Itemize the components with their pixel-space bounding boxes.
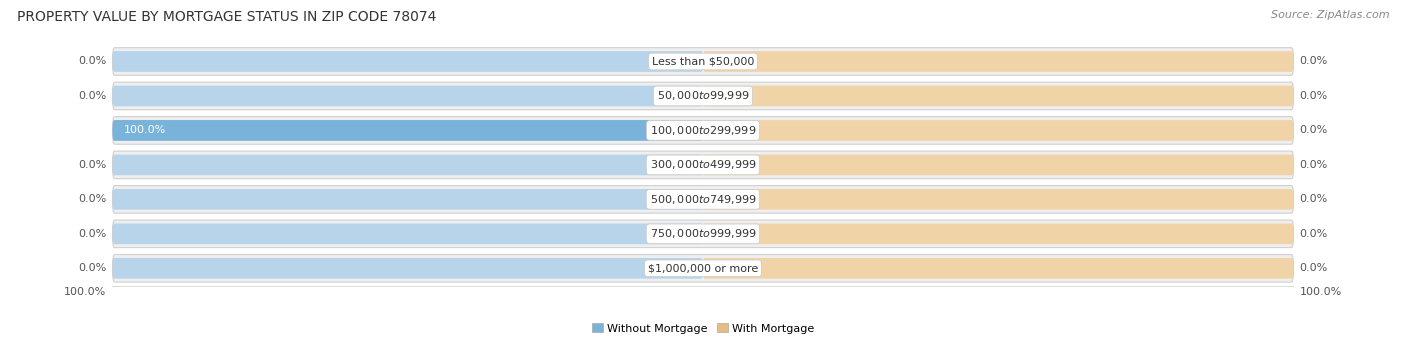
Text: $750,000 to $999,999: $750,000 to $999,999 xyxy=(650,227,756,240)
Text: 100.0%: 100.0% xyxy=(124,125,166,135)
FancyBboxPatch shape xyxy=(703,51,1294,72)
FancyBboxPatch shape xyxy=(703,258,1294,279)
Text: 0.0%: 0.0% xyxy=(1299,194,1327,204)
Text: Source: ZipAtlas.com: Source: ZipAtlas.com xyxy=(1271,10,1389,20)
FancyBboxPatch shape xyxy=(703,223,1294,244)
FancyBboxPatch shape xyxy=(112,48,1294,75)
FancyBboxPatch shape xyxy=(703,155,1294,175)
Text: $100,000 to $299,999: $100,000 to $299,999 xyxy=(650,124,756,137)
FancyBboxPatch shape xyxy=(112,82,1294,110)
FancyBboxPatch shape xyxy=(703,120,1294,141)
FancyBboxPatch shape xyxy=(112,155,703,175)
FancyBboxPatch shape xyxy=(703,86,1294,106)
FancyBboxPatch shape xyxy=(112,120,703,141)
Text: 0.0%: 0.0% xyxy=(79,229,107,239)
FancyBboxPatch shape xyxy=(112,120,703,141)
FancyBboxPatch shape xyxy=(112,223,703,244)
Text: 100.0%: 100.0% xyxy=(1299,287,1341,297)
Text: 0.0%: 0.0% xyxy=(1299,160,1327,170)
FancyBboxPatch shape xyxy=(112,151,1294,179)
Text: 0.0%: 0.0% xyxy=(79,56,107,67)
FancyBboxPatch shape xyxy=(112,117,1294,144)
Legend: Without Mortgage, With Mortgage: Without Mortgage, With Mortgage xyxy=(588,319,818,338)
Text: 0.0%: 0.0% xyxy=(79,91,107,101)
FancyBboxPatch shape xyxy=(112,220,1294,248)
Text: 0.0%: 0.0% xyxy=(1299,125,1327,135)
Text: 0.0%: 0.0% xyxy=(79,263,107,273)
FancyBboxPatch shape xyxy=(112,189,703,210)
FancyBboxPatch shape xyxy=(112,258,703,279)
Text: 0.0%: 0.0% xyxy=(79,194,107,204)
FancyBboxPatch shape xyxy=(112,255,1294,282)
Text: 0.0%: 0.0% xyxy=(1299,56,1327,67)
Text: Less than $50,000: Less than $50,000 xyxy=(652,56,754,67)
FancyBboxPatch shape xyxy=(112,86,703,106)
Text: 0.0%: 0.0% xyxy=(1299,263,1327,273)
FancyBboxPatch shape xyxy=(703,189,1294,210)
Text: $500,000 to $749,999: $500,000 to $749,999 xyxy=(650,193,756,206)
Text: 0.0%: 0.0% xyxy=(1299,229,1327,239)
Text: 0.0%: 0.0% xyxy=(1299,91,1327,101)
Text: 100.0%: 100.0% xyxy=(65,287,107,297)
Text: $300,000 to $499,999: $300,000 to $499,999 xyxy=(650,158,756,171)
Text: $50,000 to $99,999: $50,000 to $99,999 xyxy=(657,89,749,102)
FancyBboxPatch shape xyxy=(112,186,1294,213)
FancyBboxPatch shape xyxy=(112,51,703,72)
Text: PROPERTY VALUE BY MORTGAGE STATUS IN ZIP CODE 78074: PROPERTY VALUE BY MORTGAGE STATUS IN ZIP… xyxy=(17,10,436,24)
Text: 0.0%: 0.0% xyxy=(79,160,107,170)
Text: $1,000,000 or more: $1,000,000 or more xyxy=(648,263,758,273)
